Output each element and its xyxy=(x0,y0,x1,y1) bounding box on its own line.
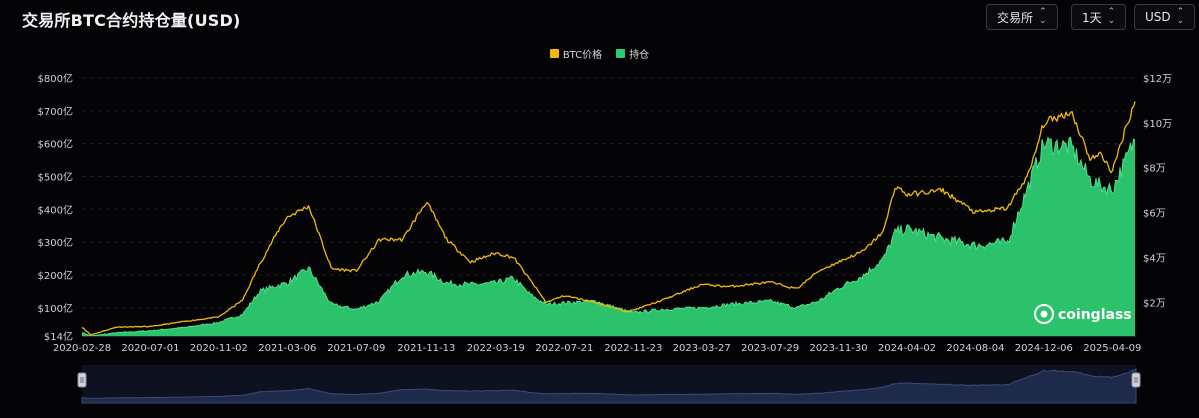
y-left-tick-label: $700亿 xyxy=(38,105,73,118)
y-left-tick-label: $300亿 xyxy=(38,236,73,249)
x-tick-label: 2022-07-21 xyxy=(535,343,593,354)
y-left-tick-label: $800亿 xyxy=(38,72,73,85)
x-tick-label: 2020-07-01 xyxy=(121,343,179,354)
legend-swatch xyxy=(616,49,626,58)
y-right-tick-label: $2万 xyxy=(1143,298,1166,309)
navigator-series xyxy=(81,367,1137,404)
x-tick-label: 2025-04-09 xyxy=(1083,343,1141,354)
x-tick-label: 2023-07-29 xyxy=(741,343,799,354)
chart-legend: BTC价格 持仓 xyxy=(0,46,1199,61)
y-left-tick-label: $200亿 xyxy=(38,269,73,282)
axes: $14亿 $100亿 $200亿 $300亿 $400亿 $500亿 $600亿 $700亿 $… xyxy=(38,72,1173,354)
x-tick-label: 2024-04-02 xyxy=(878,343,936,354)
chevron-up-down-icon: ⌃ ⌄ xyxy=(1039,7,1047,26)
legend-label: BTC价格 xyxy=(562,50,603,61)
x-tick-label: 2024-12-06 xyxy=(1015,343,1073,354)
y-left-tick-label: $500亿 xyxy=(38,170,73,183)
page-title: 交易所BTC合约持仓量(USD) xyxy=(22,11,241,30)
x-tick-label: 2020-11-02 xyxy=(190,343,248,354)
navigator[interactable] xyxy=(77,365,1141,404)
y-left-tick-label: $600亿 xyxy=(38,138,73,151)
x-tick-label: 2021-03-06 xyxy=(258,343,316,354)
chevron-up-down-icon: ⌃ ⌄ xyxy=(1176,7,1185,26)
x-tick-label: 2021-07-09 xyxy=(327,343,385,354)
price-line xyxy=(81,101,1136,336)
currency-select-label: USD xyxy=(1145,10,1171,24)
interval-select-label: 1天 xyxy=(1082,10,1102,25)
watermark: coinglass xyxy=(1034,304,1132,324)
y-left-tick-label: $100亿 xyxy=(38,302,73,315)
y-right-tick-label: $12万 xyxy=(1143,74,1172,85)
legend-swatch xyxy=(549,49,559,58)
y-right-tick-label: $6万 xyxy=(1143,209,1166,220)
watermark-text: coinglass xyxy=(1058,307,1132,323)
y-right-tick-label: $10万 xyxy=(1143,119,1172,130)
currency-select[interactable]: USD ⌃ ⌄ xyxy=(1134,4,1196,30)
oi-area xyxy=(82,137,1135,336)
x-tick-label: 2023-11-30 xyxy=(809,343,867,354)
y-left-tick-label: $14亿 xyxy=(44,330,73,343)
legend-label: 持仓 xyxy=(629,50,650,61)
interval-select[interactable]: 1天 ⌃ ⌄ xyxy=(1071,4,1127,30)
exchange-select-label: 交易所 xyxy=(997,10,1034,25)
oi-line xyxy=(81,136,1136,337)
legend-item-price[interactable]: BTC价格 xyxy=(549,46,603,61)
y-right-tick-label: $8万 xyxy=(1143,164,1166,175)
x-tick-label: 2022-03-19 xyxy=(467,343,525,354)
navigator-handle-right xyxy=(1131,372,1141,388)
coinglass-logo-icon xyxy=(1034,304,1054,324)
x-tick-label: 2021-11-13 xyxy=(397,343,455,354)
y-left-tick-label: $400亿 xyxy=(38,203,73,216)
x-tick-label: 2024-08-04 xyxy=(946,343,1004,354)
x-tick-label: 2023-03-27 xyxy=(673,343,731,354)
x-tick-label: 2022-11-23 xyxy=(604,343,662,354)
chevron-up-down-icon: ⌃ ⌄ xyxy=(1107,7,1116,26)
navigator-handle-left xyxy=(77,372,87,388)
x-tick-label: 2020-02-28 xyxy=(53,343,111,354)
exchange-select[interactable]: 交易所 ⌃ ⌄ xyxy=(986,4,1058,30)
legend-item-oi[interactable]: 持仓 xyxy=(616,46,649,61)
coinglass-logo-dot xyxy=(1040,310,1048,318)
y-right-tick-label: $4万 xyxy=(1143,253,1166,264)
plot-area xyxy=(81,101,1136,337)
